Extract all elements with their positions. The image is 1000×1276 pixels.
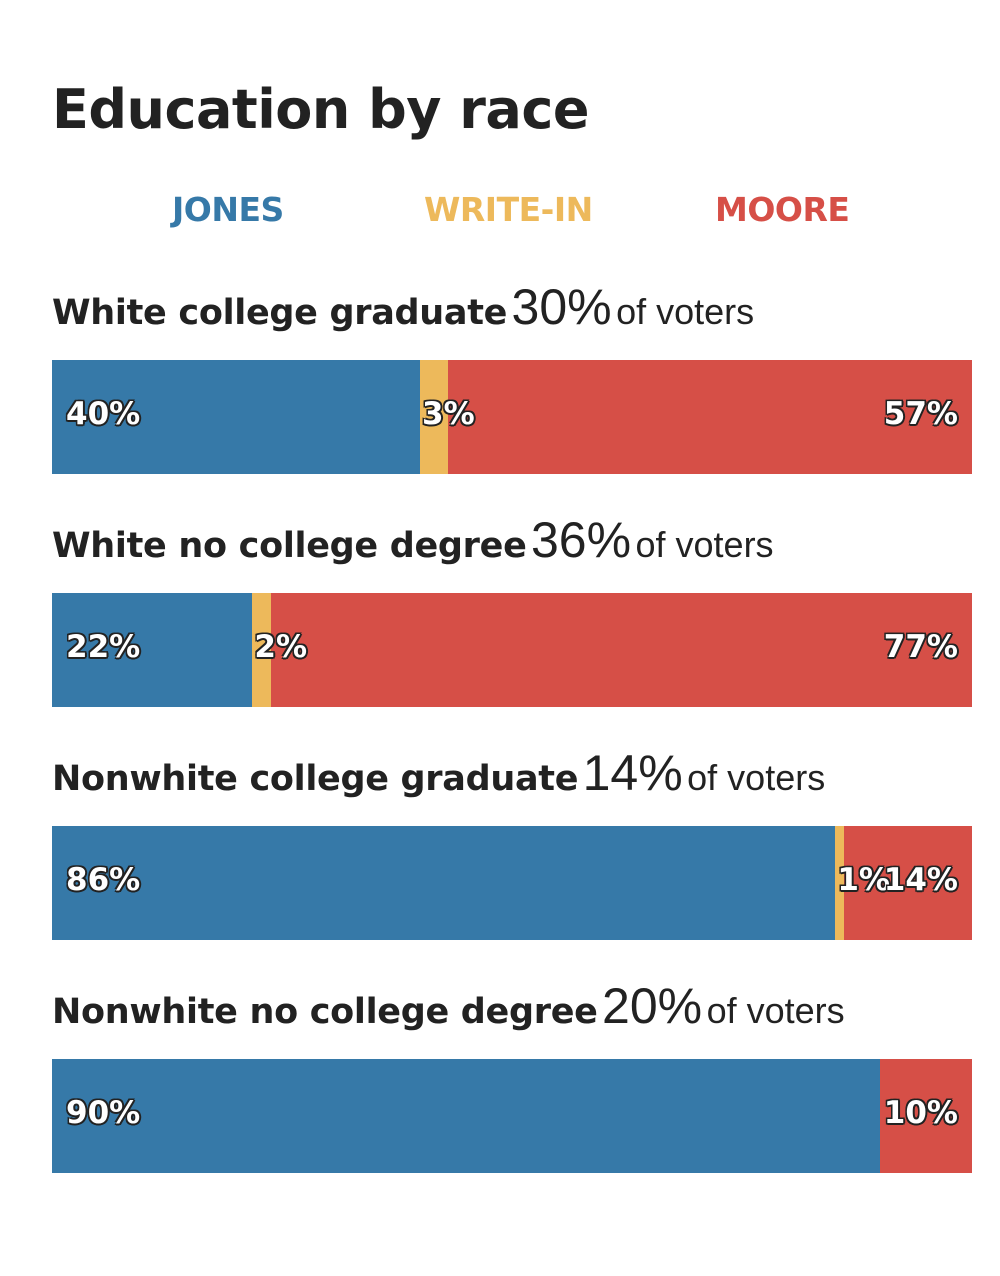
bar-segment-write-in xyxy=(252,593,271,707)
data-label: 3% xyxy=(422,396,475,432)
group-label: Nonwhite college graduate 14% of voters xyxy=(52,748,825,798)
category-label: White no college degree xyxy=(52,526,527,566)
bar-segment-moore xyxy=(880,1059,972,1173)
stacked-bar: 90% 10% xyxy=(52,1059,972,1173)
data-label: 1% xyxy=(837,862,890,898)
bar-segment-moore xyxy=(447,360,972,474)
category-label: Nonwhite no college degree xyxy=(52,992,598,1032)
voter-share: 30% xyxy=(511,279,612,335)
data-label: 22% xyxy=(66,629,141,665)
group-label: White college graduate 30% of voters xyxy=(52,282,754,332)
data-label: 90% xyxy=(66,1095,141,1131)
group-label: White no college degree 36% of voters xyxy=(52,515,774,565)
stacked-bar: 22% 2% 77% xyxy=(52,593,972,707)
legend-item-jones: JONES xyxy=(172,190,284,229)
data-label: 10% xyxy=(883,1095,958,1131)
group-label: Nonwhite no college degree 20% of voters xyxy=(52,981,845,1031)
voter-share-suffix: of voters xyxy=(706,990,845,1031)
bar-segment-moore xyxy=(844,826,972,940)
voter-share-suffix: of voters xyxy=(635,524,774,565)
voter-share: 20% xyxy=(602,978,703,1034)
voter-share: 36% xyxy=(530,512,632,568)
voter-share-suffix: of voters xyxy=(687,757,826,798)
stacked-bar: 40% 3% 57% xyxy=(52,360,972,474)
bar-segment-jones xyxy=(52,360,420,474)
data-label: 40% xyxy=(66,396,141,432)
data-label: 57% xyxy=(883,396,958,432)
data-label: 86% xyxy=(66,862,141,898)
bar-segment-jones xyxy=(52,593,253,707)
bar-segment-jones xyxy=(52,826,836,940)
chart-title: Education by race xyxy=(52,78,589,141)
stacked-bar: 86% 1% 14% xyxy=(52,826,972,940)
category-label: Nonwhite college graduate xyxy=(52,759,579,799)
bar-segment-write-in xyxy=(835,826,845,940)
voter-share: 14% xyxy=(582,745,683,801)
legend-item-moore: MOORE xyxy=(715,190,850,229)
data-label: 77% xyxy=(883,629,958,665)
data-label: 2% xyxy=(254,629,308,665)
legend-item-write-in: WRITE-IN xyxy=(424,190,593,229)
bar-segment-jones xyxy=(52,1059,880,1173)
bar-segment-write-in xyxy=(420,360,448,474)
category-label: White college graduate xyxy=(52,293,508,333)
data-label: 14% xyxy=(883,862,958,898)
bar-segment-moore xyxy=(270,593,972,707)
voter-share-suffix: of voters xyxy=(616,291,755,332)
legend: JONES WRITE-IN MOORE xyxy=(0,190,1000,234)
